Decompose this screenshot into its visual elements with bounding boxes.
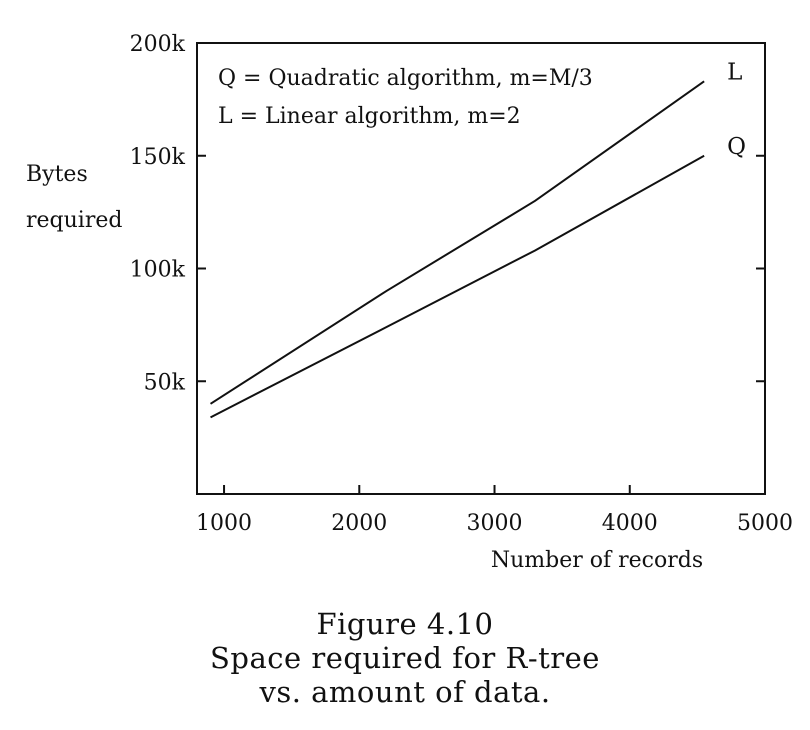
line-chart: 1000 2000 3000 4000 5000 50k 100k 150k 200k L Q Q … <box>26 32 793 573</box>
y-tick-label: 100k <box>130 258 186 283</box>
x-tick-label: 3000 <box>467 511 523 536</box>
series-line-L <box>209 80 705 405</box>
figure-caption-line-2: vs. amount of data. <box>259 675 551 709</box>
series-line-Q <box>210 154 705 419</box>
series-end-label-Q: Q <box>727 134 746 160</box>
x-tick-label: 2000 <box>331 511 387 536</box>
figure-caption-line-1: Space required for R-tree <box>210 641 600 675</box>
y-tick-label: 200k <box>130 32 186 57</box>
x-tick-label: 1000 <box>196 511 252 536</box>
figure-number: Figure 4.10 <box>316 607 494 641</box>
x-axis-title: Number of records <box>491 548 703 573</box>
y-axis-title-line: required <box>26 208 122 233</box>
x-tick-label: 5000 <box>737 511 793 536</box>
legend-entry: L = Linear algorithm, m=2 <box>218 104 521 129</box>
y-tick-label: 50k <box>144 370 186 395</box>
legend-entry: Q = Quadratic algorithm, m=M/3 <box>218 66 593 91</box>
y-tick-label: 150k <box>130 145 186 170</box>
y-axis-title-line: Bytes <box>26 162 88 187</box>
series-end-label-L: L <box>727 59 742 85</box>
x-tick-label: 4000 <box>602 511 658 536</box>
